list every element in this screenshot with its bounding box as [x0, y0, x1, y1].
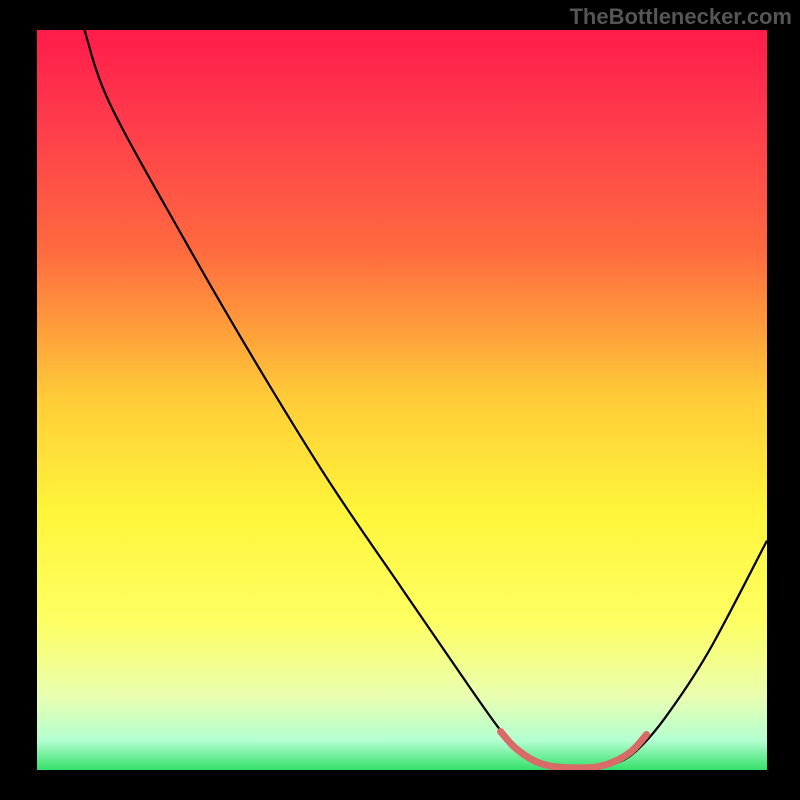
plot-area — [37, 30, 767, 770]
gradient-background — [37, 30, 767, 770]
watermark-text: TheBottlenecker.com — [569, 4, 792, 30]
plot-svg — [37, 30, 767, 770]
chart-container: TheBottlenecker.com — [0, 0, 800, 800]
